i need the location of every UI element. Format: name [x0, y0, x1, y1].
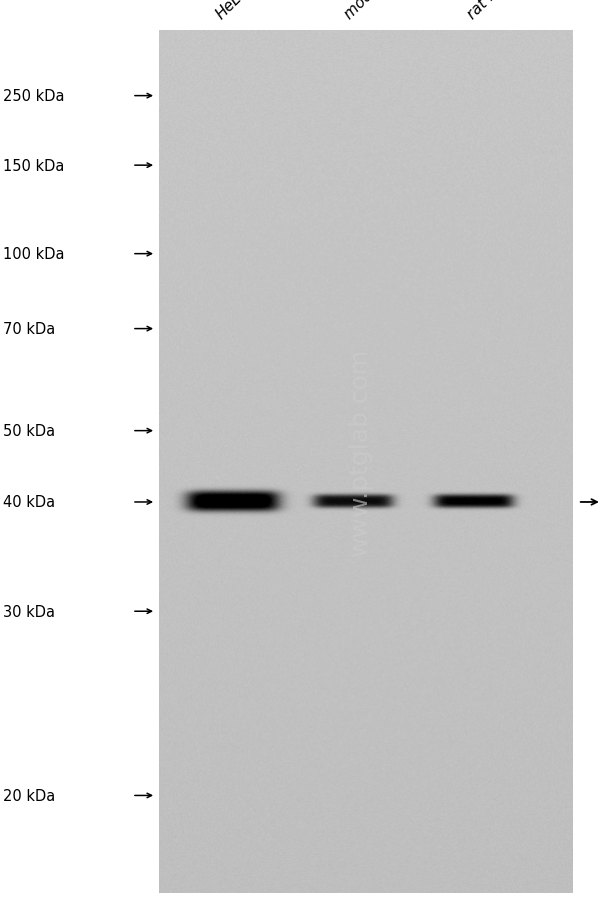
Text: 40 kDa: 40 kDa	[3, 495, 55, 510]
Text: rat brain: rat brain	[465, 0, 522, 23]
Text: 100 kDa: 100 kDa	[3, 247, 65, 262]
Text: 250 kDa: 250 kDa	[3, 89, 65, 104]
Text: HeLa: HeLa	[213, 0, 251, 23]
Text: 20 kDa: 20 kDa	[3, 788, 55, 803]
Text: 150 kDa: 150 kDa	[3, 159, 64, 173]
Text: 30 kDa: 30 kDa	[3, 604, 55, 619]
Text: www.ptglab.com: www.ptglab.com	[348, 347, 372, 555]
Text: mouse brain: mouse brain	[342, 0, 420, 23]
Text: 70 kDa: 70 kDa	[3, 322, 55, 336]
Text: 50 kDa: 50 kDa	[3, 424, 55, 438]
